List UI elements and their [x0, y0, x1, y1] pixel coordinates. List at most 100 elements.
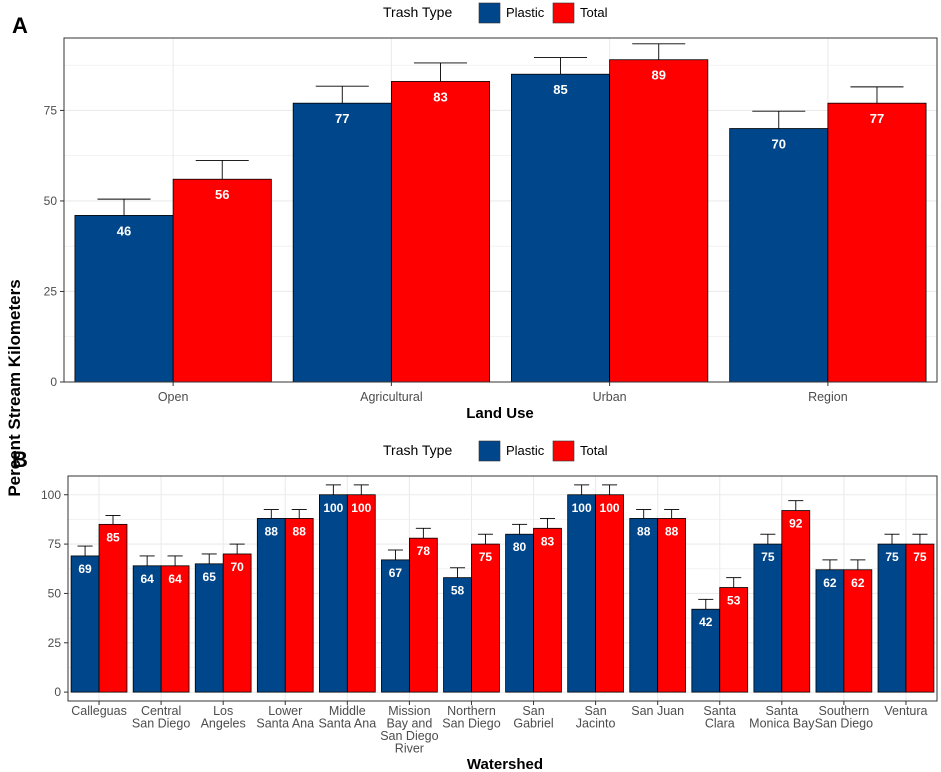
data-label: 75 — [761, 550, 775, 564]
x-tick-label-line: Northern — [447, 704, 496, 718]
data-label: 70 — [230, 560, 244, 574]
x-tick-label-line: Southern — [819, 704, 870, 718]
bar-total — [905, 543, 935, 693]
x-tick-label-line: San Diego — [380, 729, 438, 743]
x-tick-label-line: Angeles — [201, 717, 246, 731]
data-label: 67 — [389, 566, 403, 580]
x-tick-label: Southern San Diego — [815, 704, 873, 731]
data-label: 89 — [651, 68, 665, 83]
x-tick-label: San Jacinto — [576, 704, 616, 731]
data-label: 56 — [215, 187, 229, 202]
data-label: 64 — [168, 572, 182, 586]
x-tick-label: Central San Diego — [132, 704, 190, 731]
data-label: 83 — [541, 534, 555, 548]
panel-border — [63, 37, 938, 383]
x-tick-label: Los Angeles — [201, 704, 246, 731]
y-tick-label: 0 — [54, 685, 61, 699]
bar-total — [172, 178, 272, 383]
y-tick-label: 50 — [44, 194, 58, 208]
x-tick-label: Urban — [593, 390, 627, 404]
data-label: 53 — [727, 594, 741, 608]
data-label: 65 — [203, 570, 217, 584]
x-tick-label-line: Calleguas — [71, 704, 127, 718]
legend-b-total-swatch — [552, 440, 575, 462]
bar-total — [471, 543, 500, 693]
legend-a-plastic-swatch — [478, 2, 501, 24]
bar-plastic — [194, 563, 224, 693]
data-label: 75 — [885, 550, 899, 564]
data-label: 77 — [870, 111, 884, 126]
x-axis-label-b: Watershed — [467, 756, 543, 772]
data-label: 78 — [417, 544, 431, 558]
x-tick-label-line: San Diego — [132, 717, 190, 731]
data-label: 80 — [513, 540, 527, 554]
legend-a-title: Trash Type — [383, 4, 452, 20]
data-label: 100 — [351, 501, 371, 515]
data-label: 85 — [106, 530, 120, 544]
bar-plastic — [729, 128, 829, 383]
data-label: 88 — [665, 524, 679, 538]
x-tick-label-line: Central — [141, 704, 181, 718]
x-tick-label-line: Lower — [268, 704, 302, 718]
y-tick-label: 75 — [48, 537, 62, 551]
x-tick-label: Middle Santa Ana — [318, 704, 376, 731]
y-tick-label: 25 — [44, 284, 58, 298]
x-tick-label-line: San Juan — [631, 704, 684, 718]
bar-total — [98, 523, 128, 693]
x-tick-label-line: Monica Bay — [749, 717, 815, 731]
bar-plastic — [815, 569, 845, 693]
x-tick-label-line: Bay and — [386, 717, 432, 731]
bar-plastic — [292, 102, 392, 383]
legend-a: Trash Type Plastic Total — [383, 2, 608, 24]
legend-a-total-label: Total — [580, 5, 608, 20]
data-label: 92 — [789, 517, 803, 531]
bar-plastic — [74, 215, 174, 383]
data-label: 85 — [553, 82, 567, 97]
bar-plastic — [318, 494, 348, 693]
y-tick-label: 50 — [48, 586, 62, 600]
x-tick-label-line: Santa Ana — [256, 717, 314, 731]
bar-plastic — [567, 494, 597, 693]
x-tick-label-line: Region — [808, 390, 848, 404]
x-tick-label: Lower Santa Ana — [256, 704, 314, 731]
bar-plastic — [505, 533, 534, 693]
data-label: 88 — [265, 524, 279, 538]
data-label: 46 — [117, 223, 131, 238]
bar-plastic — [256, 518, 286, 693]
data-label: 100 — [600, 501, 620, 515]
bar-total — [533, 527, 562, 693]
x-tick-label-line: Santa — [765, 704, 798, 718]
data-label: 62 — [823, 576, 837, 590]
legend-a-total-swatch — [552, 2, 575, 24]
panel-letter-b: B — [12, 447, 28, 472]
x-tick-label-line: San Diego — [442, 717, 500, 731]
x-tick-label: Region — [808, 390, 848, 404]
x-tick-label-line: San — [584, 704, 606, 718]
x-tick-label-line: Open — [158, 390, 189, 404]
bar-total — [160, 565, 190, 693]
data-label: 70 — [772, 137, 786, 152]
bar-total — [719, 587, 749, 693]
data-label: 64 — [140, 572, 154, 586]
bar-total — [408, 537, 438, 693]
y-tick-label: 0 — [50, 375, 57, 389]
legend-b-plastic-swatch — [478, 440, 501, 462]
legend-b-title: Trash Type — [383, 442, 452, 458]
panel-letter-a: A — [12, 13, 28, 38]
data-label: 75 — [479, 550, 493, 564]
bar-plastic — [629, 518, 659, 693]
x-tick-label-line: Jacinto — [576, 717, 616, 731]
x-tick-label: Calleguas — [71, 704, 127, 718]
legend-b: Trash Type Plastic Total — [383, 440, 608, 462]
bar-plastic — [511, 73, 611, 383]
data-label: 62 — [851, 576, 865, 590]
legend-b-total-label: Total — [580, 443, 608, 458]
y-tick-label: 25 — [48, 636, 62, 650]
x-tick-label-line: Clara — [705, 717, 735, 731]
legend-b-plastic-label: Plastic — [506, 443, 545, 458]
x-tick-label: San Juan — [631, 704, 684, 718]
bar-total — [595, 494, 624, 693]
x-tick-label-line: Los — [213, 704, 233, 718]
data-label: 83 — [433, 89, 447, 104]
x-tick-label: San Gabriel — [513, 704, 553, 731]
